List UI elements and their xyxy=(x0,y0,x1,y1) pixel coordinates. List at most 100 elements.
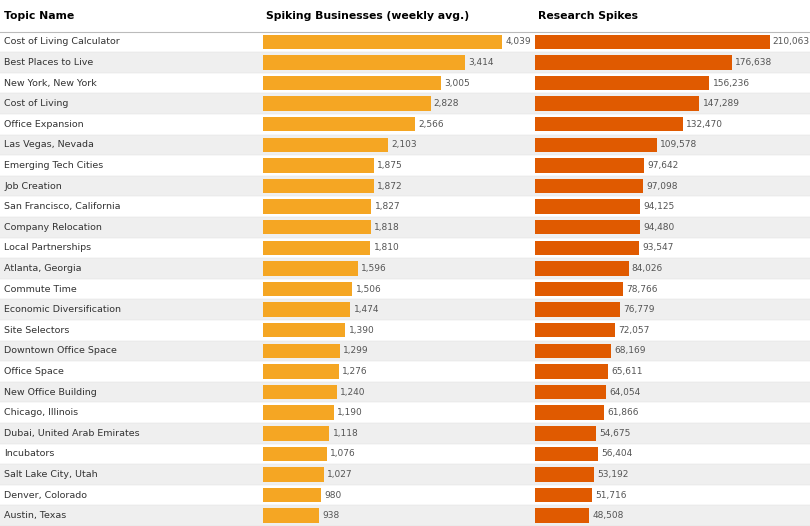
Text: 1,474: 1,474 xyxy=(354,305,379,314)
Bar xyxy=(0,402,810,423)
Bar xyxy=(263,323,346,338)
Bar xyxy=(535,365,608,379)
Text: 64,054: 64,054 xyxy=(609,388,641,397)
Text: Denver, Colorado: Denver, Colorado xyxy=(4,491,87,500)
Text: 1,276: 1,276 xyxy=(342,367,368,376)
Bar xyxy=(535,138,657,152)
Bar xyxy=(263,179,374,193)
Text: 147,289: 147,289 xyxy=(702,99,740,108)
Bar xyxy=(535,158,644,173)
Bar xyxy=(263,35,502,49)
Text: Commute Time: Commute Time xyxy=(4,285,77,294)
Bar xyxy=(0,299,810,320)
Bar xyxy=(263,117,415,132)
Bar xyxy=(263,76,441,90)
Text: New York, New York: New York, New York xyxy=(4,78,97,87)
Text: Chicago, Illinois: Chicago, Illinois xyxy=(4,408,79,417)
Bar xyxy=(263,199,371,214)
Text: 1,027: 1,027 xyxy=(327,470,353,479)
Text: Job Creation: Job Creation xyxy=(4,181,62,190)
Bar xyxy=(0,0,810,32)
Bar xyxy=(535,55,732,69)
Text: Las Vegas, Nevada: Las Vegas, Nevada xyxy=(4,140,94,149)
Bar xyxy=(0,279,810,299)
Text: 109,578: 109,578 xyxy=(660,140,697,149)
Text: Office Expansion: Office Expansion xyxy=(4,120,83,129)
Bar xyxy=(0,176,810,196)
Text: 1,875: 1,875 xyxy=(377,161,403,170)
Bar xyxy=(263,467,324,482)
Text: Downtown Office Space: Downtown Office Space xyxy=(4,347,117,356)
Bar xyxy=(263,302,351,317)
Text: Topic Name: Topic Name xyxy=(4,11,75,21)
Bar xyxy=(535,220,640,235)
Bar xyxy=(0,258,810,279)
Bar xyxy=(535,35,770,49)
Text: 1,827: 1,827 xyxy=(374,202,400,211)
Text: 78,766: 78,766 xyxy=(626,285,658,294)
Text: 3,005: 3,005 xyxy=(444,78,470,87)
Bar xyxy=(535,426,595,440)
Bar xyxy=(0,94,810,114)
Text: Atlanta, Georgia: Atlanta, Georgia xyxy=(4,264,82,273)
Text: 1,240: 1,240 xyxy=(340,388,365,397)
Text: 51,716: 51,716 xyxy=(595,491,627,500)
Bar xyxy=(263,241,370,255)
Bar xyxy=(263,96,431,111)
Text: Cost of Living Calculator: Cost of Living Calculator xyxy=(4,37,120,46)
Text: Cost of Living: Cost of Living xyxy=(4,99,68,108)
Text: 1,506: 1,506 xyxy=(356,285,382,294)
Bar xyxy=(535,96,699,111)
Text: 4,039: 4,039 xyxy=(505,37,531,46)
Bar xyxy=(263,138,388,152)
Bar xyxy=(0,382,810,402)
Bar xyxy=(535,323,615,338)
Text: 94,480: 94,480 xyxy=(643,223,675,232)
Bar xyxy=(263,261,358,276)
Text: 68,169: 68,169 xyxy=(614,347,646,356)
Text: 156,236: 156,236 xyxy=(713,78,750,87)
Bar xyxy=(0,443,810,464)
Text: Dubai, United Arab Emirates: Dubai, United Arab Emirates xyxy=(4,429,139,438)
Text: 210,063: 210,063 xyxy=(773,37,810,46)
Bar xyxy=(263,406,334,420)
Bar xyxy=(263,282,352,296)
Text: Emerging Tech Cities: Emerging Tech Cities xyxy=(4,161,104,170)
Text: 84,026: 84,026 xyxy=(632,264,663,273)
Bar xyxy=(263,158,374,173)
Text: Site Selectors: Site Selectors xyxy=(4,326,70,335)
Bar xyxy=(0,114,810,135)
Text: 93,547: 93,547 xyxy=(642,244,674,252)
Text: 1,818: 1,818 xyxy=(374,223,400,232)
Bar xyxy=(0,320,810,341)
Text: 76,779: 76,779 xyxy=(624,305,655,314)
Text: 1,299: 1,299 xyxy=(343,347,369,356)
Text: San Francisco, California: San Francisco, California xyxy=(4,202,121,211)
Text: Spiking Businesses (weekly avg.): Spiking Businesses (weekly avg.) xyxy=(266,11,470,21)
Bar xyxy=(0,52,810,73)
Bar xyxy=(535,447,598,461)
Bar xyxy=(535,241,639,255)
Bar xyxy=(535,282,623,296)
Bar xyxy=(535,179,643,193)
Text: 176,638: 176,638 xyxy=(735,58,773,67)
Text: 1,190: 1,190 xyxy=(337,408,363,417)
Bar xyxy=(0,217,810,238)
Text: 1,872: 1,872 xyxy=(377,181,403,190)
Bar xyxy=(0,238,810,258)
Bar xyxy=(263,343,340,358)
Text: Incubators: Incubators xyxy=(4,449,54,458)
Bar xyxy=(0,464,810,485)
Text: Research Spikes: Research Spikes xyxy=(538,11,637,21)
Bar xyxy=(0,32,810,52)
Text: 48,508: 48,508 xyxy=(592,511,624,520)
Bar xyxy=(0,341,810,361)
Bar xyxy=(263,426,330,440)
Bar xyxy=(263,385,337,399)
Bar xyxy=(535,467,594,482)
Bar xyxy=(263,365,339,379)
Bar xyxy=(263,509,319,523)
Bar xyxy=(263,55,465,69)
Text: Austin, Texas: Austin, Texas xyxy=(4,511,66,520)
Bar xyxy=(535,302,620,317)
